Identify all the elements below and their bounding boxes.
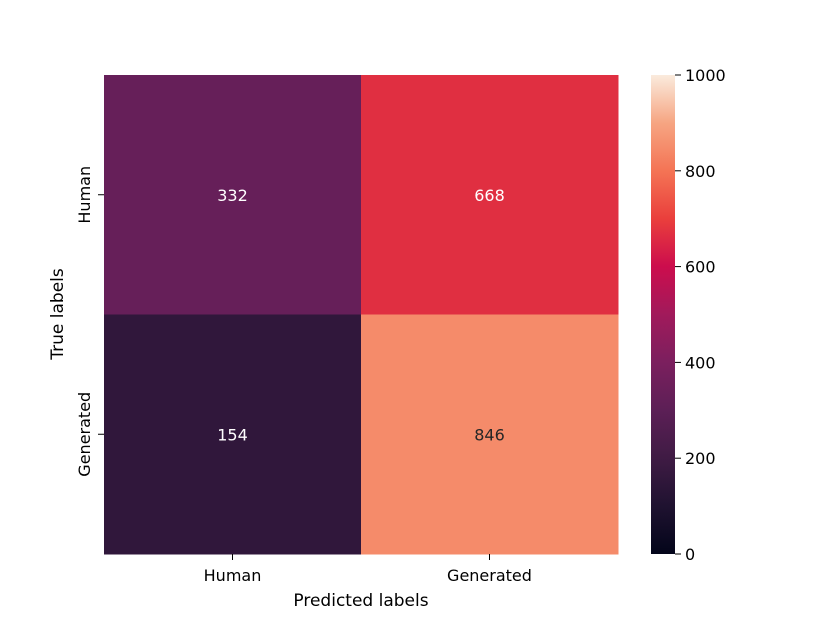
colorbar-tick-label: 600 (685, 258, 716, 277)
colorbar-tick-label: 0 (685, 545, 695, 564)
colorbar-tick-label: 400 (685, 353, 716, 372)
cell-value-label: 846 (474, 425, 505, 444)
colorbar-tick-label: 1000 (685, 66, 726, 85)
heatmap-cell (361, 314, 619, 555)
cell-value-label: 332 (217, 186, 248, 205)
colorbar-axis: 0 200 400 600 800 1000 (675, 66, 726, 564)
y-tick-label: Human (75, 166, 94, 224)
x-tick-label: Generated (447, 566, 532, 585)
x-tick-label: Human (204, 566, 262, 585)
heatmap-cell (104, 75, 362, 315)
heatmap-cell (361, 75, 619, 315)
y-axis: Human Generated (75, 166, 104, 477)
x-axis-label: Predicted labels (293, 591, 428, 611)
colorbar (651, 75, 675, 554)
y-axis-label: True labels (48, 268, 68, 361)
cell-value-label: 668 (474, 186, 505, 205)
heatmap-annotations: 332 668 154 846 (217, 186, 505, 445)
heatmap-cell (104, 314, 362, 555)
colorbar-tick-label: 800 (685, 162, 716, 181)
colorbar-tick-label: 200 (685, 449, 716, 468)
heatmap-grid (104, 75, 619, 555)
y-tick-label: Generated (75, 392, 94, 477)
cell-value-label: 154 (217, 425, 248, 444)
x-axis: Human Generated (204, 554, 532, 585)
